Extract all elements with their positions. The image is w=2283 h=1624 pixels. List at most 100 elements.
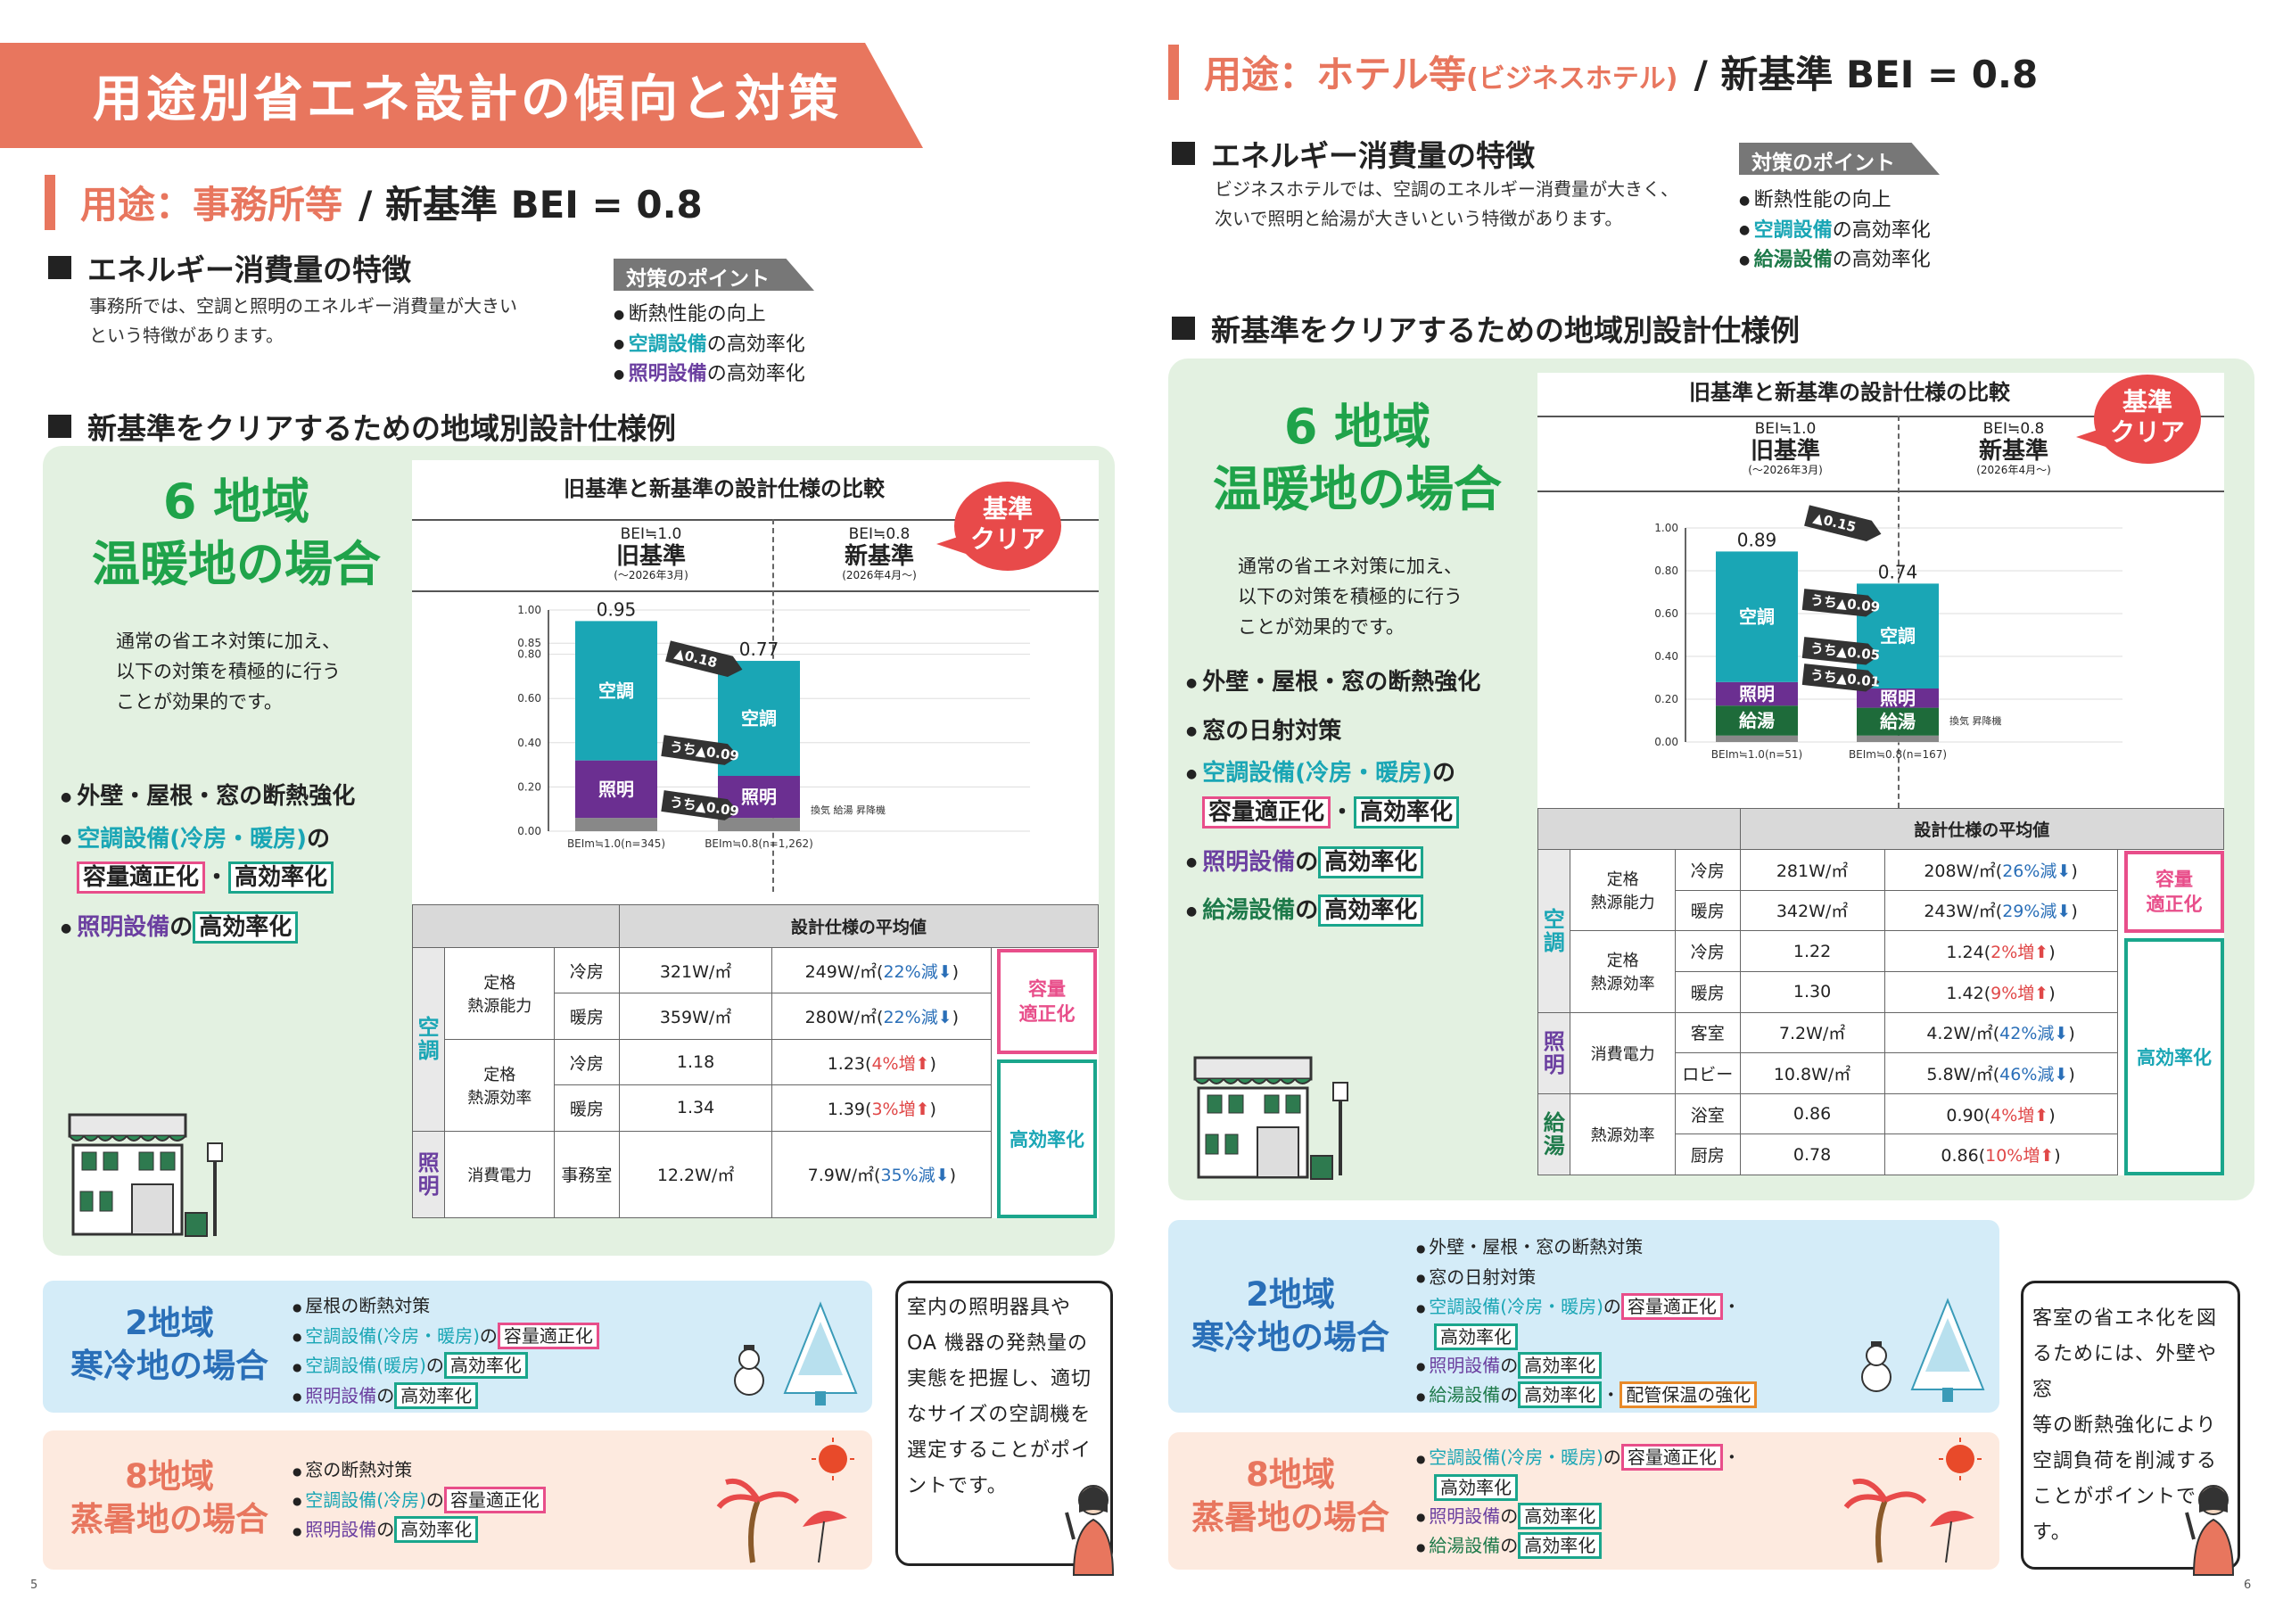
memo-box: 室内の照明器具や OA 機器の発熱量の 実態を把握し、適切 なサイズの空調機を 選定する… bbox=[895, 1281, 1113, 1566]
y-tick-label: 0.20 bbox=[517, 780, 541, 793]
x-category-label: BEIm≒1.0(n=51) bbox=[1711, 748, 1803, 761]
energy-heading: エネルギー消費量の特徴 bbox=[1172, 132, 1535, 175]
y-tick-label: 0.80 bbox=[517, 648, 541, 661]
page-number: 5 bbox=[30, 1579, 38, 1592]
accent-bar bbox=[45, 175, 55, 230]
list-item: 屋根の断熱対策 bbox=[293, 1291, 599, 1322]
usage-standard: / 新基準 BEI = 0.8 bbox=[1694, 53, 2039, 96]
beach-umbrella-icon bbox=[1930, 1511, 1974, 1563]
y-tick-label: 0.60 bbox=[517, 692, 541, 705]
reduction-arrow bbox=[661, 735, 739, 765]
spec-heading: 新基準をクリアするための地域別設計仕様例 bbox=[48, 405, 676, 448]
capacity-optimization-label: 容量 適正化 bbox=[997, 949, 1097, 1054]
segment-label: 空調 bbox=[598, 680, 634, 702]
bar-segment bbox=[1716, 735, 1798, 742]
palm-tree-icon bbox=[1843, 1479, 1927, 1563]
sun-icon bbox=[1843, 1438, 1982, 1563]
total-label: 0.89 bbox=[1737, 529, 1777, 550]
region-description: 通常の省エネ対策に加え、 以下の対策を積極的に行う ことが効果的です。 bbox=[1238, 556, 1463, 638]
measures-list: 外壁・屋根・窓の断熱強化 窓の日射対策 空調設備(冷房・暖房)の 容量適正化・高… bbox=[1186, 658, 1480, 936]
list-item: 外壁・屋根・窓の断熱強化 bbox=[1186, 658, 1480, 707]
snowman-icon bbox=[734, 1301, 858, 1406]
reduction-arrow bbox=[1801, 637, 1880, 665]
memo-box: 客室の省エネ化を図 るためには、外壁や窓 等の断熱強化により 空調負荷を削減する ことが… bbox=[2021, 1281, 2240, 1570]
total-label: 0.77 bbox=[739, 639, 779, 660]
list-item: 照明設備の高効率化 bbox=[293, 1515, 546, 1546]
reduction-arrow bbox=[661, 790, 739, 820]
spec-heading: 新基準をクリアするための地域別設計仕様例 bbox=[1172, 307, 1800, 350]
spec-table: 設計仕様の平均値 空調 定格 熱源能力 冷房 281W/㎡ 208W/㎡(26%減⬇) 暖… bbox=[1537, 808, 2225, 1176]
street-lamp-icon bbox=[1332, 1082, 1348, 1175]
list-item: 照明設備の高効率化 bbox=[61, 903, 355, 952]
usage-label: 用途：事務所等 bbox=[80, 183, 343, 227]
list-item: 照明設備の高効率化 bbox=[293, 1381, 599, 1412]
spec-table: 設計仕様の平均値 空調 定格 熱源能力 冷房 321W/㎡ 249W/㎡(22%減⬇) 暖… bbox=[411, 904, 1100, 1219]
stacked-bar-chart-office: 0.00 0.20 0.40 0.60 0.800.85 1.00 照明 空調 0.95 BEIm… bbox=[517, 598, 1030, 850]
efficiency-label: 高効率化 bbox=[2124, 938, 2224, 1175]
region-description: 通常の省エネ対策に加え、 以下の対策を積極的に行う ことが効果的です。 bbox=[116, 631, 341, 713]
old-standard-header: BEI≒1.0 旧基準 (～2026年3月) bbox=[1748, 420, 1823, 477]
segment-label: 空調 bbox=[741, 708, 777, 730]
category-lighting: 照明 bbox=[411, 1130, 446, 1219]
usage-heading: 用途：事務所等 / 新基準 BEI = 0.8 bbox=[45, 175, 703, 230]
list-item: 給湯設備の高効率化・配管保温の強化 bbox=[1416, 1381, 1758, 1411]
list-item: 窓の日射対策 bbox=[1416, 1263, 1757, 1293]
segment-label: 照明 bbox=[1880, 688, 1916, 709]
list-item: 外壁・屋根・窓の断熱対策 bbox=[1416, 1232, 1757, 1263]
points-title: 対策のポイント bbox=[1739, 143, 1940, 175]
legend-other: 換気 昇降機 bbox=[1949, 714, 2002, 727]
x-category-label: BEIm≒1.0(n=345) bbox=[567, 837, 665, 850]
segment-label: 空調 bbox=[1739, 606, 1775, 628]
list-item: 給湯設備の高効率化 bbox=[1186, 886, 1480, 936]
comparison-title: 旧基準と新基準の設計仕様の比較 bbox=[1689, 380, 2010, 405]
building-icon bbox=[1193, 1056, 1333, 1180]
reduction-arrow bbox=[665, 640, 743, 678]
bar-segment bbox=[718, 818, 800, 831]
list-item: 照明設備の高効率化 bbox=[1416, 1351, 1757, 1381]
list-item: 照明設備の高効率化 bbox=[1186, 838, 1480, 887]
legend-other: 換気 給湯 昇降機 bbox=[811, 804, 886, 816]
segment-label: 照明 bbox=[598, 779, 634, 800]
energy-description: 事務所では、空調と照明のエネルギー消費量が大きい という特徴があります。 bbox=[89, 295, 517, 346]
segment-label: 空調 bbox=[1880, 625, 1916, 647]
list-item: 空調設備の高効率化 bbox=[614, 330, 805, 360]
list-item: 窓の断熱対策 bbox=[293, 1455, 546, 1486]
list-item: 空調設備(冷房・暖房)の bbox=[1186, 755, 1480, 792]
total-label: 0.95 bbox=[597, 598, 637, 620]
woman-pointing-icon bbox=[2185, 1485, 2235, 1576]
beach-umbrella-icon bbox=[803, 1511, 847, 1563]
new-standard-header: BEI≒0.8 新基準 (2026年4月～) bbox=[842, 525, 917, 582]
reduction-arrow bbox=[1804, 505, 1882, 542]
y-tick-label: 0.85 bbox=[517, 637, 541, 649]
usage-standard: / 新基準 BEI = 0.8 bbox=[359, 183, 703, 227]
usage-label: 用途：ホテル等 bbox=[1204, 53, 1467, 96]
divider bbox=[1537, 416, 2224, 417]
list-item: 高効率化 bbox=[1416, 1473, 1741, 1502]
bar-segment bbox=[1857, 707, 1939, 736]
cold-region-title: 2地域 寒冷地の場合 bbox=[70, 1304, 268, 1385]
category-aircon: 空調 bbox=[411, 947, 446, 1132]
divider bbox=[412, 590, 1099, 592]
hot-region-title: 8地域 蒸暑地の場合 bbox=[1191, 1455, 1389, 1537]
snow-tree-icon bbox=[1910, 1298, 1985, 1402]
list-item: 断熱性能の向上 bbox=[1739, 185, 1931, 216]
points-title: 対策のポイント bbox=[614, 259, 814, 291]
snowman-icon bbox=[1861, 1298, 1985, 1402]
list-item: 高効率化 bbox=[1416, 1323, 1757, 1351]
capacity-optimization-label: 容量 適正化 bbox=[2124, 851, 2224, 933]
points-list: 断熱性能の向上 空調設備の高効率化 照明設備の高効率化 bbox=[614, 300, 805, 390]
segment-label: 給湯 bbox=[1880, 711, 1916, 732]
divider bbox=[1537, 490, 2224, 492]
points-list: 断熱性能の向上 空調設備の高効率化 給湯設備の高効率化 bbox=[1739, 185, 1931, 276]
usage-heading: 用途：ホテル等 (ビジネスホテル) / 新基準 BEI = 0.8 bbox=[1168, 45, 2038, 100]
y-tick-label: 0.20 bbox=[1654, 693, 1678, 705]
palm-tree-icon bbox=[716, 1479, 800, 1563]
y-tick-label: 0.40 bbox=[1654, 650, 1678, 663]
list-item: 容量適正化・高効率化 bbox=[61, 857, 355, 898]
